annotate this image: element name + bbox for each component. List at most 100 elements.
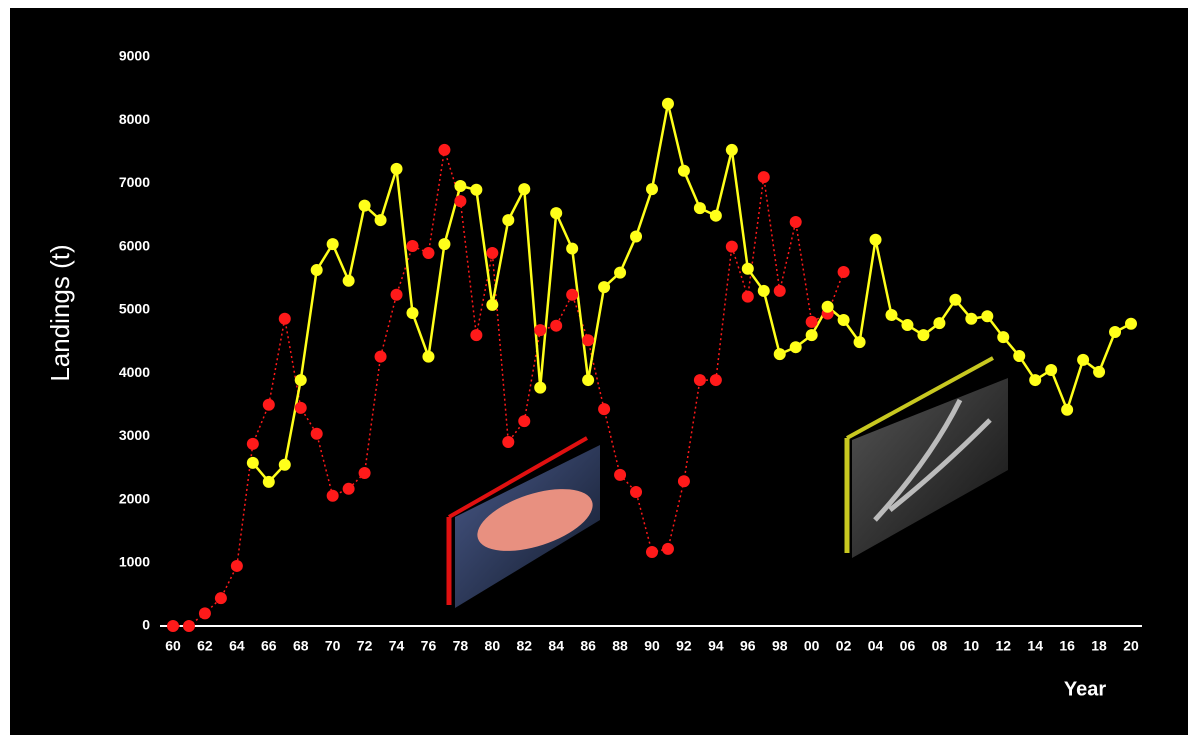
data-point xyxy=(1125,317,1137,330)
data-point xyxy=(534,381,547,394)
data-point xyxy=(630,230,643,243)
data-point xyxy=(630,485,643,498)
data-point xyxy=(342,482,355,495)
data-point xyxy=(693,202,706,215)
data-point xyxy=(566,288,579,301)
data-point xyxy=(917,329,930,342)
y-tick-label: 5000 xyxy=(119,301,150,317)
data-point xyxy=(422,246,435,259)
y-tick-label: 9000 xyxy=(119,48,150,64)
fish-picture xyxy=(446,436,600,608)
data-point xyxy=(486,298,499,311)
data-point xyxy=(821,300,834,313)
data-point xyxy=(1077,353,1090,366)
y-tick-label: 7000 xyxy=(119,174,150,190)
data-point xyxy=(789,341,802,354)
x-tick-label: 94 xyxy=(708,638,724,654)
data-point xyxy=(470,329,483,342)
data-point xyxy=(550,319,563,332)
x-tick-label: 16 xyxy=(1059,638,1075,654)
data-point xyxy=(246,456,259,469)
data-point xyxy=(582,374,595,387)
x-tick-label: 12 xyxy=(995,638,1011,654)
x-tick-label: 84 xyxy=(548,638,564,654)
x-tick-label: 00 xyxy=(804,638,820,654)
data-point xyxy=(614,468,627,481)
x-tick-label: 80 xyxy=(485,638,501,654)
data-point xyxy=(901,319,914,332)
data-point xyxy=(677,475,690,488)
data-point xyxy=(374,214,387,227)
data-point xyxy=(1029,374,1042,387)
data-point xyxy=(214,592,227,605)
x-tick-label: 78 xyxy=(453,638,469,654)
data-point xyxy=(805,329,818,342)
y-axis-title: Landings (t) xyxy=(45,244,75,381)
x-tick-label: 98 xyxy=(772,638,788,654)
data-point xyxy=(661,542,674,555)
lobster-picture xyxy=(844,356,1008,558)
data-point xyxy=(374,350,387,363)
data-point xyxy=(885,308,898,321)
x-tick-label: 74 xyxy=(389,638,405,654)
data-point xyxy=(390,162,403,175)
x-tick-label: 82 xyxy=(516,638,532,654)
x-tick-label: 64 xyxy=(229,638,245,654)
x-tick-label: 14 xyxy=(1027,638,1043,654)
data-point xyxy=(1109,326,1122,339)
x-tick-label: 18 xyxy=(1091,638,1107,654)
y-tick-label: 1000 xyxy=(119,553,150,569)
x-tick-label: 06 xyxy=(900,638,916,654)
data-point xyxy=(981,310,994,323)
data-point xyxy=(550,207,563,220)
data-point xyxy=(518,415,531,428)
data-point xyxy=(949,293,962,306)
data-point xyxy=(262,398,275,411)
data-point xyxy=(310,427,323,440)
data-point xyxy=(741,290,754,303)
x-tick-label: 10 xyxy=(964,638,980,654)
data-point xyxy=(438,238,451,251)
x-tick-label: 86 xyxy=(580,638,596,654)
data-point xyxy=(614,266,627,279)
x-tick-label: 96 xyxy=(740,638,756,654)
data-point xyxy=(582,334,595,347)
data-point xyxy=(326,238,339,251)
data-point xyxy=(406,240,419,253)
y-tick-label: 4000 xyxy=(119,364,150,380)
data-point xyxy=(709,209,722,222)
x-tick-label: 90 xyxy=(644,638,660,654)
data-point xyxy=(454,195,467,208)
x-tick-label: 08 xyxy=(932,638,948,654)
data-point xyxy=(167,620,179,632)
data-point xyxy=(997,331,1010,344)
x-tick-label: 70 xyxy=(325,638,341,654)
data-point xyxy=(198,607,211,620)
data-point xyxy=(677,164,690,177)
x-tick-label: 60 xyxy=(165,638,181,654)
data-point xyxy=(294,374,307,387)
data-point xyxy=(294,401,307,414)
data-point xyxy=(358,199,371,212)
data-point xyxy=(566,242,579,255)
data-point xyxy=(965,312,978,325)
data-point xyxy=(1013,350,1026,363)
data-point xyxy=(262,475,275,488)
data-point xyxy=(725,240,738,253)
data-point xyxy=(326,489,339,502)
x-tick-label: 04 xyxy=(868,638,884,654)
x-tick-label: 88 xyxy=(612,638,628,654)
data-point xyxy=(789,216,802,229)
x-tick-label: 02 xyxy=(836,638,852,654)
data-point xyxy=(278,312,291,325)
data-point xyxy=(598,403,611,416)
x-tick-label: 92 xyxy=(676,638,692,654)
data-point xyxy=(709,374,722,387)
data-point xyxy=(598,281,611,294)
data-point xyxy=(1045,363,1058,376)
data-point xyxy=(454,179,467,192)
data-point xyxy=(390,288,403,301)
data-point xyxy=(693,374,706,387)
x-tick-label: 62 xyxy=(197,638,213,654)
